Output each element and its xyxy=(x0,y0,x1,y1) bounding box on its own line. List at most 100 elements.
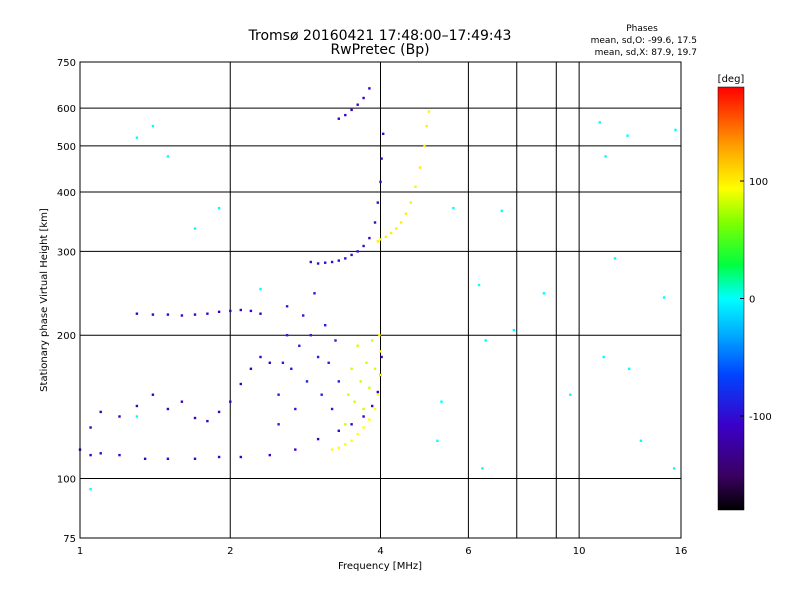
y-tick-label: 400 xyxy=(57,188,76,199)
data-point xyxy=(371,404,374,408)
data-point xyxy=(206,312,209,315)
data-point xyxy=(320,393,323,396)
data-point xyxy=(379,373,382,377)
data-point xyxy=(373,407,377,411)
y-tick-label: 200 xyxy=(57,331,76,342)
data-point xyxy=(229,400,232,403)
data-point xyxy=(344,257,347,260)
data-point xyxy=(662,296,666,299)
data-point xyxy=(452,206,455,210)
data-point xyxy=(639,439,643,442)
data-point xyxy=(350,108,353,112)
data-point xyxy=(389,231,393,235)
data-point xyxy=(330,448,334,451)
data-point xyxy=(344,423,347,426)
data-point xyxy=(193,416,197,420)
y-tick-label: 500 xyxy=(57,142,76,153)
data-point xyxy=(193,313,197,316)
data-point xyxy=(118,453,121,457)
y-tick-label: 100 xyxy=(57,475,76,486)
data-point xyxy=(305,380,309,383)
data-point xyxy=(193,227,197,230)
data-point xyxy=(330,260,334,264)
data-point xyxy=(477,283,481,287)
data-point xyxy=(268,361,271,364)
data-point xyxy=(277,423,280,426)
data-point xyxy=(290,367,293,370)
colorbar xyxy=(717,86,745,511)
data-point xyxy=(350,439,353,442)
data-point xyxy=(99,410,102,414)
data-point xyxy=(674,128,677,132)
data-point xyxy=(356,103,359,106)
data-point xyxy=(337,380,340,383)
data-point xyxy=(427,110,431,113)
data-point xyxy=(484,339,487,342)
y-tick-label: 600 xyxy=(57,104,76,115)
data-point xyxy=(135,312,139,315)
data-point xyxy=(347,393,350,396)
data-point xyxy=(316,262,320,265)
colorbar-tick-label: -100 xyxy=(749,412,772,423)
y-axis-label: Stationary phase Virtual Height [km] xyxy=(39,208,50,392)
data-point xyxy=(268,453,271,457)
data-point xyxy=(436,439,439,442)
x-axis-label: Frequency [MHz] xyxy=(338,561,422,572)
data-point xyxy=(350,423,353,426)
data-point xyxy=(350,253,353,257)
stats-header: Phases xyxy=(626,24,658,34)
data-point xyxy=(373,367,377,370)
data-point xyxy=(368,386,371,390)
data-point xyxy=(379,180,382,184)
data-point xyxy=(542,292,546,295)
data-point xyxy=(166,155,170,158)
data-point xyxy=(353,400,356,403)
data-point xyxy=(239,308,242,312)
data-point xyxy=(379,238,382,241)
data-point xyxy=(294,407,297,411)
data-point xyxy=(239,455,242,459)
data-point xyxy=(294,448,297,451)
data-point xyxy=(309,260,312,264)
data-point xyxy=(626,134,629,137)
data-point xyxy=(193,457,197,460)
data-point xyxy=(362,96,365,100)
data-point xyxy=(359,380,362,383)
data-point xyxy=(180,400,184,403)
data-point xyxy=(89,426,92,429)
data-point xyxy=(327,361,330,364)
data-point xyxy=(613,257,617,260)
plot-grid xyxy=(79,62,682,538)
data-point xyxy=(166,457,170,460)
data-point xyxy=(259,355,262,359)
data-point xyxy=(362,244,365,248)
y-tick-label: 750 xyxy=(57,58,76,69)
x-tick-label: 4 xyxy=(377,546,383,557)
data-point xyxy=(330,407,334,411)
data-point xyxy=(229,309,232,313)
data-point xyxy=(344,113,347,117)
data-point xyxy=(362,415,365,418)
x-tick-label: 6 xyxy=(465,546,471,557)
data-point xyxy=(418,166,422,169)
chart-title: Tromsø 20160421 17:48:00–17:49:43 xyxy=(248,28,512,44)
colorbar-tick-label: 100 xyxy=(749,177,768,188)
data-point xyxy=(166,407,170,411)
data-point xyxy=(602,355,605,359)
data-point xyxy=(672,467,676,470)
data-point xyxy=(337,259,340,262)
data-point xyxy=(217,455,221,459)
data-point xyxy=(400,221,403,224)
data-point xyxy=(143,457,147,460)
data-point xyxy=(259,312,262,315)
data-point xyxy=(569,393,572,396)
x-tick-label: 1 xyxy=(77,546,83,557)
data-point xyxy=(380,157,383,160)
colorbar-label: [deg] xyxy=(718,74,745,85)
data-point xyxy=(365,361,368,364)
data-point xyxy=(259,287,262,291)
data-point xyxy=(481,467,484,470)
data-point xyxy=(356,432,359,436)
data-point xyxy=(368,87,371,90)
